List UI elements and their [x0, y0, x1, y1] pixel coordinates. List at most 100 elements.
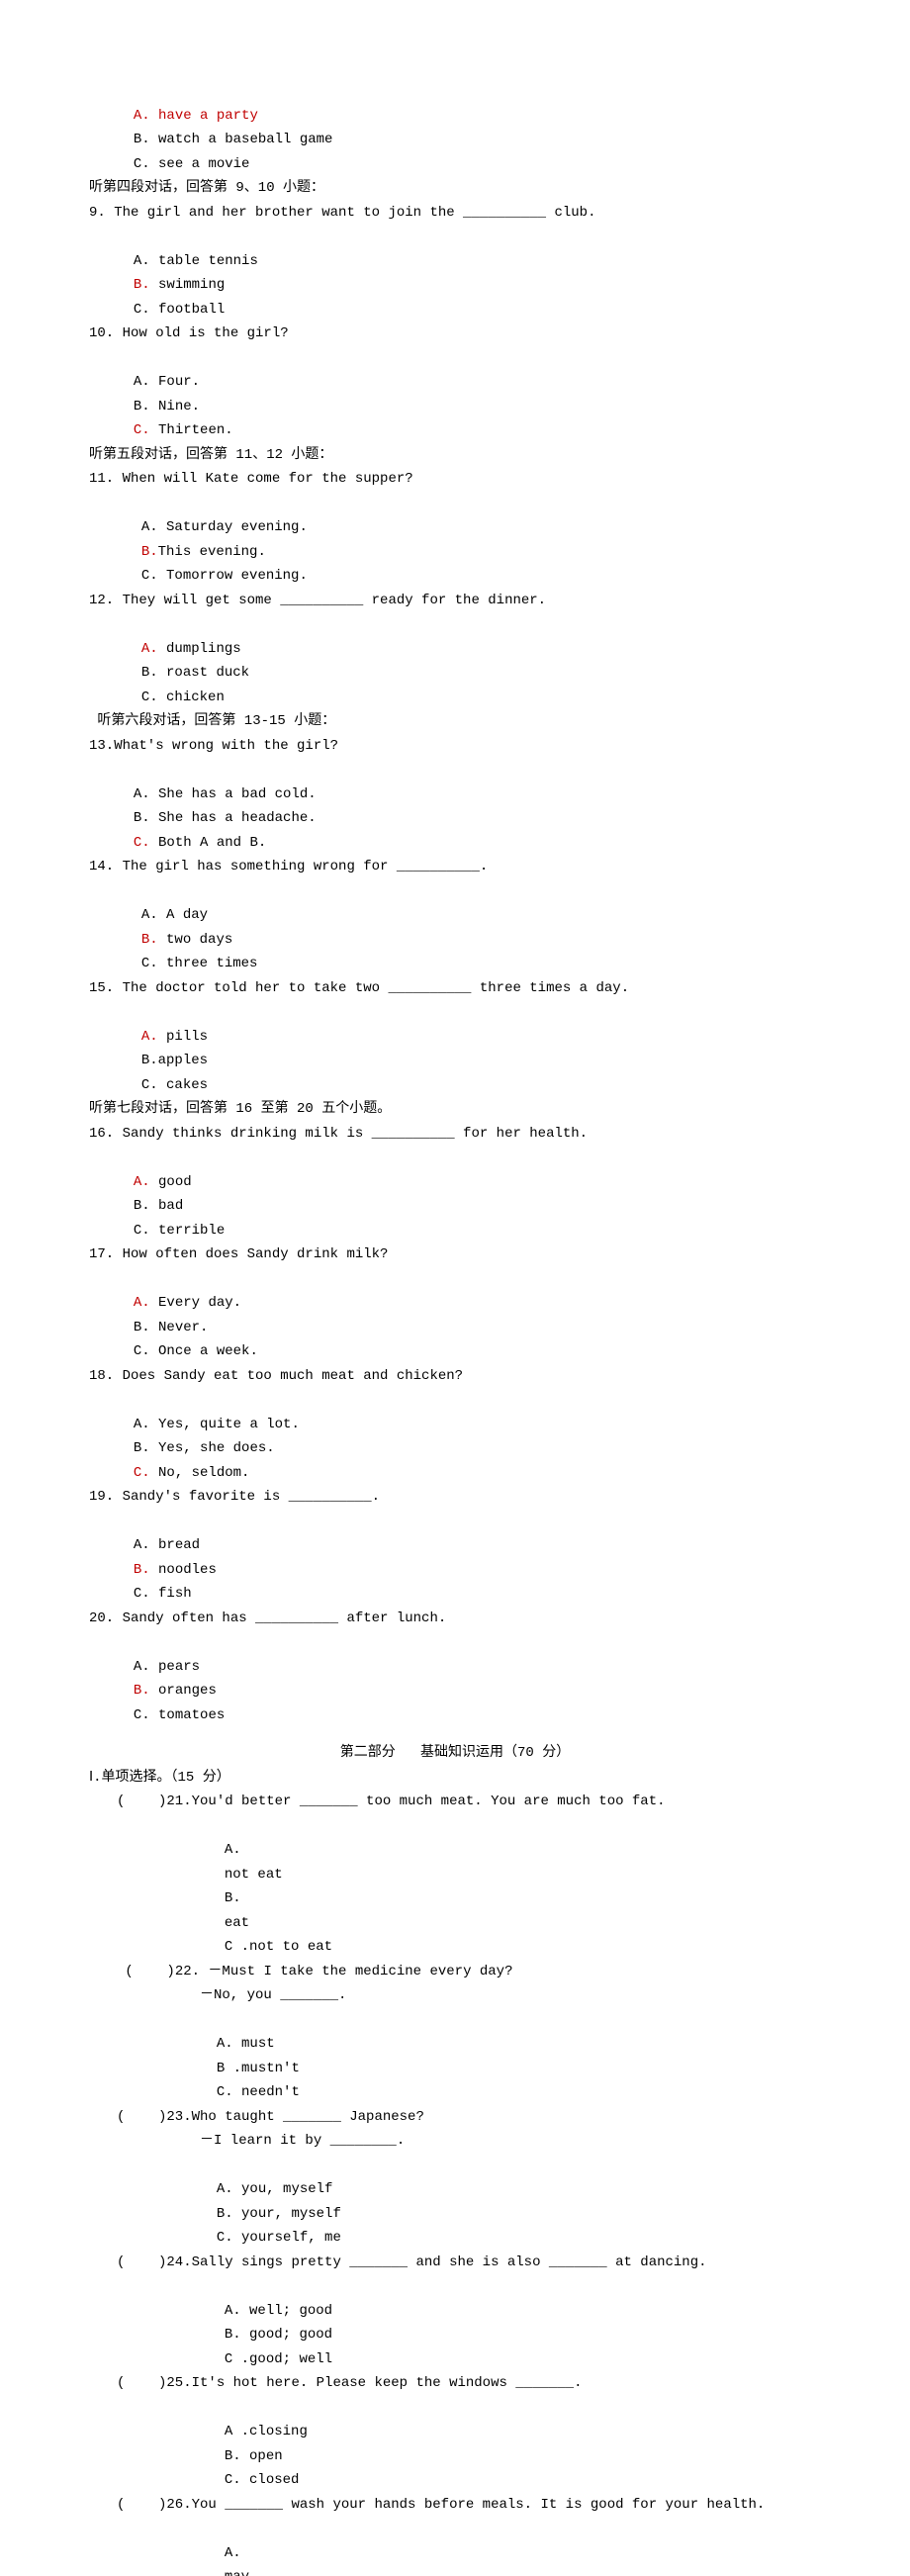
- q22-opt-a: A. must: [217, 2032, 345, 2057]
- q14-options: A. A day B. two days C. three times: [89, 879, 821, 976]
- answer-mark: A. have a party: [134, 108, 258, 124]
- q26-options: A. may B . can C. must: [89, 2517, 821, 2576]
- q13-options: A. She has a bad cold. B. She has a head…: [89, 758, 821, 855]
- q10-text: 10. How old is the girl?: [89, 322, 821, 346]
- q12-opt-b: B. roast duck: [141, 661, 369, 686]
- q15-opt-b: B.apples: [141, 1049, 389, 1073]
- q25-opt-b: B. open: [225, 2444, 363, 2469]
- q9-options: A. table tennis B. swimming C. football: [89, 225, 821, 322]
- answer-mark: A.: [134, 1295, 150, 1311]
- q18-text: 18. Does Sandy eat too much meat and chi…: [89, 1364, 821, 1389]
- q18-options: A. Yes, quite a lot. B. Yes, she does. C…: [89, 1388, 821, 1485]
- q21-opt-a-text: not eat: [225, 1863, 363, 1887]
- q20-text: 20. Sandy often has __________ after lun…: [89, 1607, 821, 1631]
- answer-mark: C.: [134, 835, 150, 851]
- q22-line2: －No, you _______.: [89, 1983, 821, 2008]
- q9-opt-a: A. table tennis: [134, 249, 361, 274]
- q26-opt-a-text: may: [225, 2565, 383, 2576]
- q25-options: A .closing B. open C. closed: [89, 2396, 821, 2493]
- q26: ( )26.You _______ wash your hands before…: [89, 2493, 821, 2518]
- q20-opt-b: B. oranges: [134, 1679, 341, 1703]
- section4-intro: 听第四段对话，回答第 9、10 小题：: [89, 176, 821, 201]
- q20-opt-a: A. pears: [134, 1655, 321, 1680]
- part2-title: 第二部分 基础知识运用（70 分）: [89, 1741, 821, 1766]
- q9-text: 9. The girl and her brother want to join…: [89, 201, 821, 226]
- q13-text: 13.What's wrong with the girl?: [89, 734, 821, 759]
- q8-opt-b: B. watch a baseball game: [134, 128, 361, 152]
- q12-opt-a: A. dumplings: [141, 637, 359, 662]
- section7-intro: 听第七段对话，回答第 16 至第 20 五个小题。: [89, 1097, 821, 1122]
- q8-opt-c: C. see a movie: [134, 152, 250, 177]
- q15-opt-c: C. cakes: [141, 1073, 208, 1098]
- q16-text: 16. Sandy thinks drinking milk is ______…: [89, 1122, 821, 1147]
- answer-mark: C.: [134, 422, 150, 438]
- q18-opt-a: A. Yes, quite a lot.: [134, 1413, 381, 1437]
- q24-options: A. well; good B. good; good C .good; wel…: [89, 2274, 821, 2371]
- answer-mark: B.: [134, 1683, 150, 1699]
- q25-opt-a: A .closing: [225, 2420, 343, 2444]
- section1-title: Ⅰ.单项选择。（15 分）: [89, 1766, 821, 1791]
- q26-opt-a-letter: A.: [225, 2541, 353, 2566]
- q16-opt-a: A. good: [134, 1170, 321, 1195]
- q25-opt-c: C. closed: [225, 2468, 300, 2493]
- q11-text: 11. When will Kate come for the supper?: [89, 467, 821, 492]
- q11-opt-c: C. Tomorrow evening.: [141, 564, 308, 589]
- q16-opt-b: B. bad: [134, 1194, 341, 1219]
- q9-opt-b: B. swimming: [134, 273, 341, 298]
- q21-options: A. not eat B. eat C .not to eat: [89, 1814, 821, 1960]
- q14-opt-c: C. three times: [141, 952, 258, 976]
- q19-opt-a: A. bread: [134, 1533, 321, 1558]
- q24-opt-a: A. well; good: [225, 2299, 353, 2324]
- q11-options: A. Saturday evening. B.This evening. C. …: [89, 492, 821, 589]
- answer-mark: B.: [134, 277, 150, 293]
- q12-options: A. dumplings B. roast duck C. chicken: [89, 612, 821, 709]
- q23-opt-c: C. yourself, me: [217, 2226, 341, 2251]
- q8-opt-a: A. have a party: [134, 104, 361, 129]
- answer-mark: B.: [141, 544, 158, 560]
- q25: ( )25.It's hot here. Please keep the win…: [89, 2371, 821, 2396]
- q18-opt-b: B. Yes, she does.: [134, 1436, 381, 1461]
- q16-options: A. good B. bad C. terrible: [89, 1146, 821, 1242]
- answer-mark: B.: [134, 1562, 150, 1578]
- answer-mark: A.: [134, 1174, 150, 1190]
- q20-options: A. pears B. oranges C. tomatoes: [89, 1630, 821, 1727]
- q23-opt-a: A. you, myself: [217, 2177, 345, 2202]
- q15-opt-a: A. pills: [141, 1025, 319, 1050]
- answer-mark: B.: [141, 932, 158, 948]
- q14-opt-a: A. A day: [141, 903, 339, 928]
- q17-text: 17. How often does Sandy drink milk?: [89, 1242, 821, 1267]
- q17-opt-b: B. Never.: [134, 1316, 341, 1340]
- q13-opt-c: C. Both A and B.: [134, 831, 266, 856]
- answer-mark: A.: [141, 641, 158, 657]
- q15-text: 15. The doctor told her to take two ____…: [89, 976, 821, 1001]
- q19-text: 19. Sandy's favorite is __________.: [89, 1485, 821, 1510]
- answer-mark: C.: [134, 1465, 150, 1481]
- q15-options: A. pills B.apples C. cakes: [89, 1000, 821, 1097]
- q22-line1: ( )22. －Must I take the medicine every d…: [89, 1960, 821, 1984]
- q12-opt-c: C. chicken: [141, 686, 225, 710]
- q16-opt-c: C. terrible: [134, 1219, 225, 1243]
- q22-options: A. must B .mustn't C. needn't: [89, 2008, 821, 2105]
- q21-opt-a-letter: A.: [225, 1838, 353, 1863]
- q23-opt-b: B. your, myself: [217, 2202, 464, 2227]
- answer-mark: A.: [141, 1029, 158, 1045]
- q9-opt-c: C. football: [134, 298, 225, 322]
- q24-opt-b: B. good; good: [225, 2323, 373, 2347]
- q10-opt-b: B. Nine.: [134, 395, 341, 419]
- q23-line2: －I learn it by ________.: [89, 2129, 821, 2154]
- q17-options: A. Every day. B. Never. C. Once a week.: [89, 1267, 821, 1364]
- q11-opt-b: B.This evening.: [141, 540, 369, 565]
- q20-opt-c: C. tomatoes: [134, 1703, 225, 1728]
- q22-opt-b: B .mustn't: [217, 2057, 365, 2081]
- q13-opt-b: B. She has a headache.: [134, 806, 361, 831]
- q10-options: A. Four. B. Nine. C. Thirteen.: [89, 346, 821, 443]
- section6-intro: 听第六段对话，回答第 13-15 小题：: [89, 709, 821, 734]
- q17-opt-c: C. Once a week.: [134, 1339, 258, 1364]
- q10-opt-a: A. Four.: [134, 370, 321, 395]
- q21-opt-c: C .not to eat: [225, 1935, 332, 1960]
- q22-opt-c: C. needn't: [217, 2080, 300, 2105]
- q11-opt-a: A. Saturday evening.: [141, 515, 359, 540]
- q23-options: A. you, myself B. your, myself C. yourse…: [89, 2154, 821, 2251]
- q24: ( )24.Sally sings pretty _______ and she…: [89, 2251, 821, 2275]
- spacer: [89, 1727, 821, 1741]
